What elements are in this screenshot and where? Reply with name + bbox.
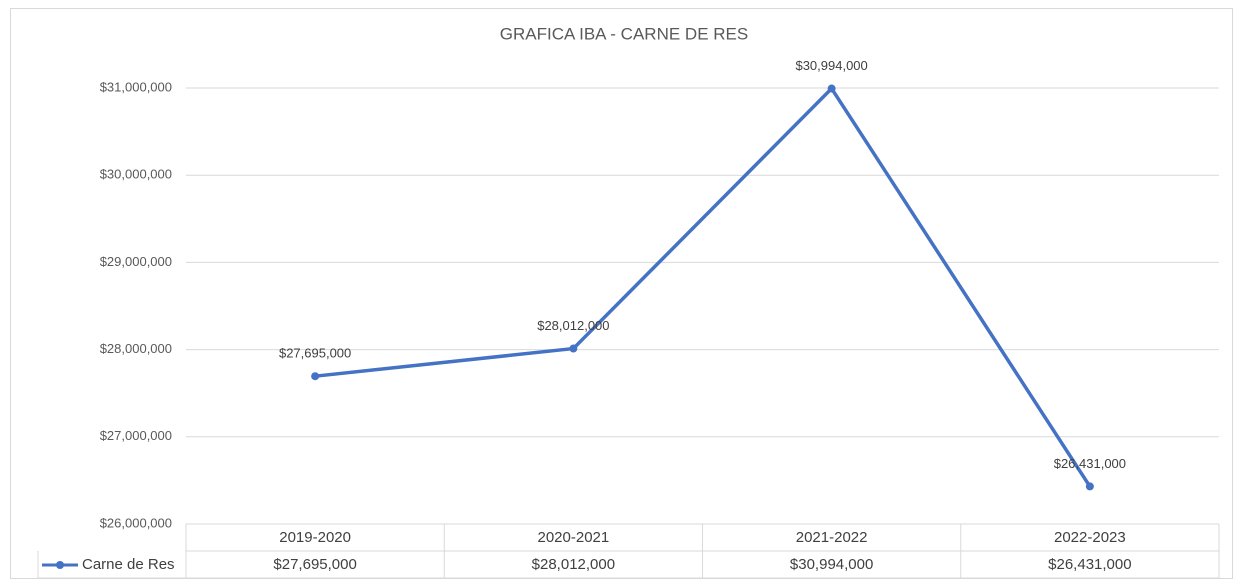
legend-label: Carne de Res: [82, 556, 175, 573]
data-label: $30,994,000: [795, 58, 867, 73]
x-tick-label: 2021-2022: [796, 529, 868, 546]
y-tick-label: $26,000,000: [100, 515, 172, 530]
x-tick-label: 2019-2020: [279, 529, 351, 546]
table-value: $27,695,000: [273, 556, 356, 573]
table-value: $30,994,000: [790, 556, 873, 573]
data-label: $26,431,000: [1054, 456, 1126, 471]
series-line: [314, 86, 1092, 488]
point: [827, 84, 836, 93]
y-tick-label: $28,000,000: [100, 341, 172, 356]
y-tick-label: $31,000,000: [100, 79, 172, 94]
chart-border: [10, 8, 1233, 579]
data-label: $28,012,000: [537, 318, 609, 333]
x-tick-label: 2022-2023: [1054, 529, 1126, 546]
data-label: $27,695,000: [279, 346, 351, 361]
y-tick-label: $29,000,000: [100, 254, 172, 269]
point: [1085, 482, 1094, 491]
table-value: $26,431,000: [1048, 556, 1131, 573]
legend-key-point: [56, 561, 64, 569]
point: [311, 372, 320, 381]
y-tick-label: $27,000,000: [100, 428, 172, 443]
x-tick-label: 2020-2021: [538, 529, 610, 546]
chart-title: GRAFICA IBA - CARNE DE RES: [500, 24, 748, 43]
table-value: $28,012,000: [532, 556, 615, 573]
point: [569, 344, 578, 353]
y-tick-label: $30,000,000: [100, 167, 172, 182]
